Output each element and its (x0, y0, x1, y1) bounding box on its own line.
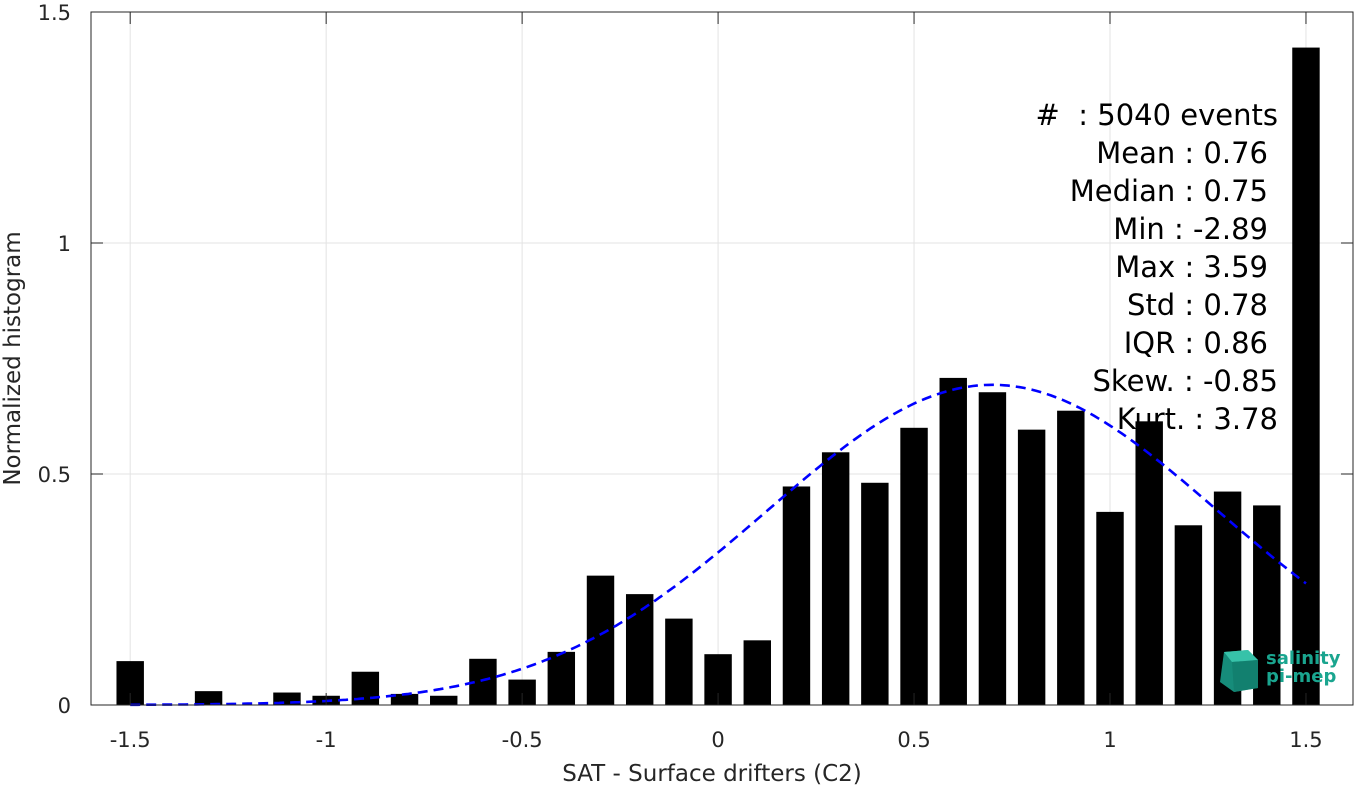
x-tick-label: -0.5 (502, 728, 543, 752)
salinity-pimep-logo: salinity pi-mep (1218, 648, 1348, 694)
histogram-bar (1292, 47, 1320, 706)
stat-skew: Skew. : -0.85 (1092, 364, 1278, 398)
axis-ticks (91, 11, 1353, 706)
x-tick-label: -1.5 (110, 728, 151, 752)
histogram-bar (743, 640, 771, 705)
x-tick-label: -1 (316, 728, 337, 752)
histogram-bar (939, 377, 967, 705)
histogram-bar (900, 427, 928, 705)
histogram-bar (782, 486, 811, 705)
histogram-bar (430, 695, 458, 705)
histogram-bar (1174, 525, 1203, 705)
x-tick-label: 0.5 (897, 728, 930, 752)
histogram-bar (1096, 511, 1124, 705)
histogram-bar (194, 691, 223, 705)
histogram-bar (1135, 421, 1163, 705)
stat-median: Median : 0.75 (1069, 174, 1268, 208)
x-axis-label: SAT - Surface drifters (C2) (562, 761, 862, 785)
stat-mean: Mean : 0.76 (1096, 136, 1268, 170)
histogram-bars (116, 47, 1320, 706)
histogram-bar (1017, 429, 1046, 705)
stat-max: Max : 3.59 (1115, 250, 1268, 284)
logo-text: salinity pi-mep (1266, 650, 1341, 686)
stat-kurt: Kurt. : 3.78 (1116, 402, 1278, 436)
histogram-bar (390, 693, 419, 705)
x-tick-label: 1 (1103, 728, 1116, 752)
logo-cube-icon (1220, 650, 1258, 692)
histogram-bar (547, 651, 576, 705)
histogram-bar (625, 594, 654, 705)
stat-std: Std : 0.78 (1127, 288, 1268, 322)
histogram-bar (665, 618, 693, 705)
histogram-bar (978, 392, 1007, 705)
stat-iqr: IQR : 0.86 (1123, 326, 1268, 360)
y-tick-labels: 0 0.5 1 1.5 (38, 1, 71, 718)
x-tick-labels: -1.5 -1 -0.5 0 0.5 1 1.5 (110, 728, 1323, 752)
x-tick-label: 0 (711, 728, 724, 752)
histogram-bar (821, 452, 850, 705)
y-axis-label: Normalized histogram (0, 231, 26, 485)
axes-box (90, 11, 1354, 706)
logo-line1: salinity (1266, 648, 1341, 669)
stat-min: Min : -2.89 (1113, 212, 1268, 246)
y-tick-label: 1 (58, 232, 71, 256)
y-tick-label: 1.5 (38, 1, 71, 25)
x-tick-label: 1.5 (1289, 728, 1322, 752)
histogram-bar (1057, 410, 1085, 705)
y-tick-label: 0.5 (38, 463, 71, 487)
stat-events: # : 5040 events (1035, 98, 1278, 132)
y-tick-label: 0 (58, 694, 71, 718)
stats-panel: # : 5040 events Mean : 0.76 Median : 0.7… (1036, 96, 1278, 438)
logo-line2: pi-mep (1266, 666, 1337, 687)
histogram-bar (861, 482, 889, 705)
